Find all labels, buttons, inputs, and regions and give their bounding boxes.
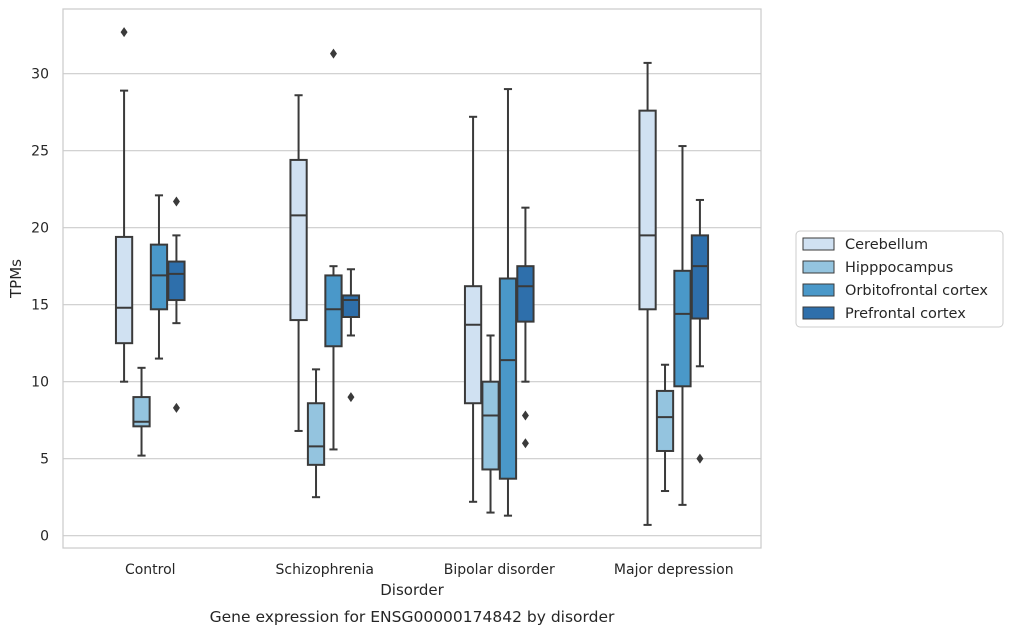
y-tick-label: 25 bbox=[31, 144, 49, 160]
box-body bbox=[324, 274, 343, 348]
box-prefrontal-cortex bbox=[690, 198, 710, 464]
x-axis-title: Disorder bbox=[380, 581, 444, 599]
y-tick-label: 10 bbox=[31, 375, 49, 391]
box-body bbox=[673, 269, 692, 388]
box-cerebellum bbox=[114, 27, 134, 383]
box-orbitofrontal-cortex bbox=[149, 194, 169, 360]
y-tick-label: 15 bbox=[31, 298, 49, 314]
x-tick-label: Schizophrenia bbox=[276, 562, 374, 578]
outlier-point bbox=[521, 410, 529, 421]
box-body bbox=[655, 389, 675, 452]
outlier-point bbox=[696, 453, 704, 464]
plot-frame bbox=[62, 8, 762, 549]
outlier-point bbox=[521, 438, 529, 449]
box-body bbox=[516, 265, 535, 323]
box-body bbox=[690, 234, 710, 320]
legend-swatch bbox=[802, 306, 835, 320]
y-tick-label: 20 bbox=[31, 221, 49, 237]
box-hipppocampus bbox=[132, 366, 151, 457]
legend-label: Cerebellum bbox=[845, 237, 928, 253]
x-tick-label: Bipolar disorder bbox=[444, 562, 555, 578]
box-orbitofrontal-cortex bbox=[324, 48, 343, 451]
legend-label: Orbitofrontal cortex bbox=[845, 283, 988, 299]
box-prefrontal-cortex bbox=[341, 268, 361, 403]
y-tick-label: 5 bbox=[40, 452, 49, 468]
outlier-point bbox=[120, 27, 128, 38]
y-axis-title: TPMs bbox=[7, 259, 25, 299]
legend-label: Hipppocampus bbox=[845, 260, 953, 276]
box-cerebellum bbox=[463, 115, 483, 503]
box-body bbox=[498, 277, 518, 480]
box-body bbox=[132, 396, 151, 428]
box-hipppocampus bbox=[306, 368, 326, 499]
x-tick-label: Control bbox=[125, 562, 176, 578]
box-hipppocampus bbox=[655, 363, 675, 493]
box-hipppocampus bbox=[481, 334, 500, 514]
box-body bbox=[149, 243, 169, 311]
box-body bbox=[481, 380, 500, 471]
y-tick-label: 30 bbox=[31, 67, 49, 83]
box-body bbox=[289, 158, 308, 322]
legend-swatch bbox=[802, 283, 835, 297]
x-tick-labels: Control Schizophrenia Bipolar disorder Majo… bbox=[125, 562, 734, 578]
box-prefrontal-cortex bbox=[516, 206, 535, 449]
outlier-point bbox=[172, 196, 180, 207]
legend: Cerebellum Hipppocampus Orbitofrontal cort… bbox=[795, 230, 1004, 328]
x-tick-label: Major depression bbox=[614, 562, 734, 578]
box-body bbox=[638, 109, 657, 311]
chart-caption: Gene expression for ENSG00000174842 by d… bbox=[210, 608, 615, 626]
box-body bbox=[463, 285, 483, 405]
legend-box bbox=[795, 230, 1004, 328]
box-orbitofrontal-cortex bbox=[498, 88, 518, 517]
y-tick-labels: 0 5 10 15 20 25 30 bbox=[31, 67, 49, 545]
box-cerebellum bbox=[289, 94, 308, 432]
y-tick-label: 0 bbox=[40, 529, 49, 545]
box-body bbox=[306, 402, 326, 466]
legend-swatch bbox=[802, 260, 835, 274]
box-orbitofrontal-cortex bbox=[673, 145, 692, 506]
outlier-point bbox=[172, 402, 180, 413]
outlier-point bbox=[347, 392, 355, 403]
box-body bbox=[114, 235, 134, 345]
box-cerebellum bbox=[638, 61, 657, 526]
box-body bbox=[167, 260, 186, 302]
legend-swatch bbox=[802, 237, 835, 251]
box-prefrontal-cortex bbox=[167, 196, 186, 413]
box-body bbox=[341, 294, 361, 319]
boxes-layer bbox=[114, 27, 710, 526]
legend-label: Prefrontal cortex bbox=[845, 306, 966, 322]
outlier-point bbox=[329, 48, 337, 59]
